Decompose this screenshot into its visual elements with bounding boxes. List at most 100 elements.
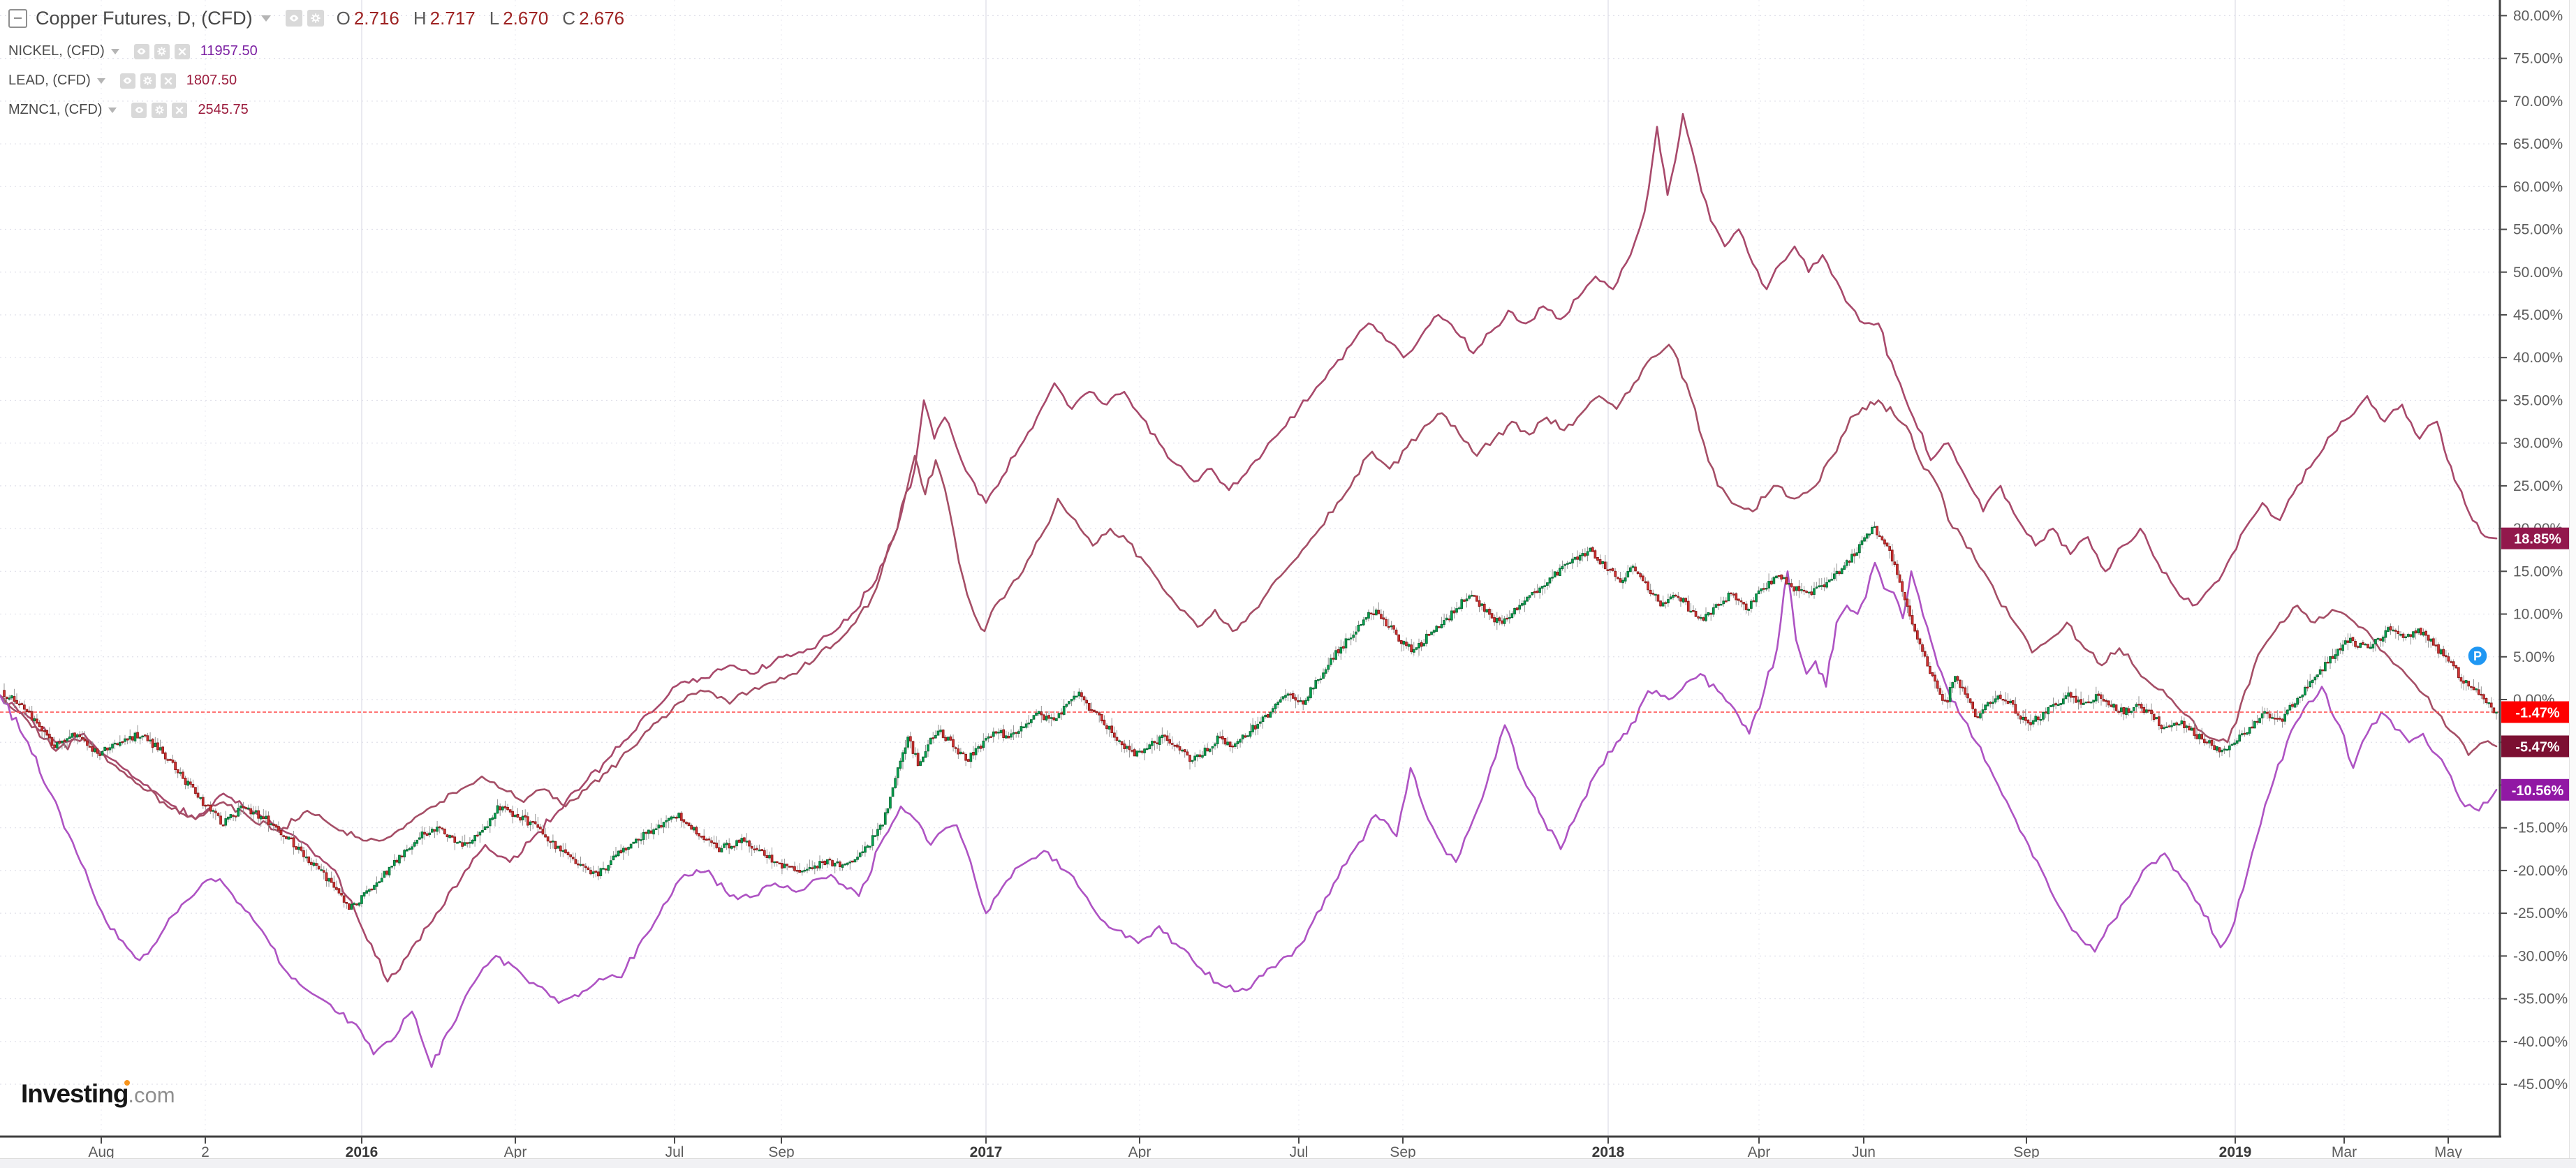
compare-symbol-label[interactable]: MZNC1, (CFD) bbox=[8, 102, 103, 117]
price-tick-label: 30.00% bbox=[2513, 436, 2563, 452]
eye-icon[interactable] bbox=[131, 102, 147, 118]
close-icon[interactable] bbox=[172, 102, 188, 118]
compare-symbol-label[interactable]: LEAD, (CFD) bbox=[8, 73, 91, 88]
time-tick-label: Jul bbox=[665, 1144, 684, 1160]
compare-symbol-row: NICKEL, (CFD) 11957.50 bbox=[8, 43, 638, 60]
compare-symbol-buttons bbox=[115, 73, 176, 89]
price-tick-label: 15.00% bbox=[2513, 563, 2563, 579]
gear-icon[interactable] bbox=[307, 10, 324, 27]
low-value: 2.670 bbox=[503, 7, 549, 29]
compare-symbol-value: 11957.50 bbox=[200, 43, 258, 59]
main-symbol-row: Copper Futures, D, (CFD) O 2.716 H 2.717 L… bbox=[8, 6, 638, 31]
price-badge-label: 18.85% bbox=[2514, 532, 2561, 547]
gear-icon[interactable] bbox=[152, 102, 168, 118]
price-tick-label: -15.00% bbox=[2513, 820, 2568, 836]
time-tick-label: 2017 bbox=[970, 1144, 1003, 1160]
chevron-down-icon[interactable] bbox=[108, 107, 117, 113]
price-tick-label: -20.00% bbox=[2513, 863, 2568, 879]
price-tick-label: 60.00% bbox=[2513, 179, 2563, 195]
up-candles bbox=[8, 526, 2498, 910]
logo-orange-dot-icon bbox=[124, 1080, 130, 1086]
gear-icon[interactable] bbox=[154, 43, 170, 59]
price-tick-label: 10.00% bbox=[2513, 607, 2563, 623]
price-badge bbox=[2501, 778, 2574, 801]
time-tick-label: Sep bbox=[768, 1144, 794, 1160]
price-tick-label: 25.00% bbox=[2513, 478, 2563, 494]
time-tick-label: Sep bbox=[2013, 1144, 2039, 1160]
time-tick-label: Apr bbox=[1128, 1144, 1151, 1160]
eye-icon[interactable] bbox=[133, 43, 149, 59]
gridlines bbox=[0, 0, 2500, 1137]
price-badge bbox=[2501, 735, 2574, 757]
price-tick-label: -25.00% bbox=[2513, 905, 2568, 922]
time-tick-label: Apr bbox=[1748, 1144, 1771, 1160]
compare-symbol-row: MZNC1, (CFD) 2545.75 bbox=[8, 101, 638, 119]
collapse-icon[interactable] bbox=[8, 8, 27, 28]
chart-legend: Copper Futures, D, (CFD) O 2.716 H 2.717 L… bbox=[8, 6, 638, 119]
eye-icon[interactable] bbox=[285, 10, 302, 27]
price-badge bbox=[2501, 527, 2574, 549]
line-series bbox=[0, 112, 2498, 1068]
chevron-down-icon[interactable] bbox=[260, 15, 271, 22]
investing-logo: Investing.com bbox=[21, 1079, 175, 1109]
compare-symbol-buttons bbox=[126, 102, 188, 118]
vertical-scrollbar[interactable] bbox=[2569, 0, 2576, 1167]
series-line-lead[interactable] bbox=[0, 343, 2498, 842]
close-icon[interactable] bbox=[174, 43, 190, 59]
chevron-down-icon[interactable] bbox=[110, 48, 119, 54]
compare-symbol-row: LEAD, (CFD) 1807.50 bbox=[8, 72, 638, 89]
price-badge-label: -10.56% bbox=[2512, 783, 2564, 799]
main-symbol-buttons bbox=[281, 10, 324, 27]
price-tick-label: -35.00% bbox=[2513, 991, 2568, 1007]
compare-symbol-label[interactable]: NICKEL, (CFD) bbox=[8, 43, 105, 59]
price-tick-label: -30.00% bbox=[2513, 948, 2568, 964]
time-tick-label: Jun bbox=[1852, 1144, 1876, 1160]
time-tick-label: Apr bbox=[504, 1144, 527, 1160]
open-value: 2.716 bbox=[353, 7, 399, 29]
compare-symbol-value: 1807.50 bbox=[186, 73, 237, 88]
compare-symbol-buttons bbox=[129, 43, 190, 59]
investing-logo-suffix: .com bbox=[128, 1083, 175, 1107]
close-icon[interactable] bbox=[160, 73, 176, 89]
time-tick-label: Aug bbox=[88, 1144, 114, 1160]
series-line-nickel[interactable] bbox=[0, 561, 2498, 1068]
time-tick-label: Mar bbox=[2332, 1144, 2357, 1160]
down-candles bbox=[3, 526, 2496, 910]
time-tick-label: May bbox=[2434, 1144, 2462, 1160]
p-marker-label: P bbox=[2473, 649, 2482, 663]
horizontal-scrollbar[interactable] bbox=[0, 1158, 2576, 1168]
candle-wicks bbox=[3, 522, 2497, 910]
gear-icon[interactable] bbox=[140, 73, 156, 89]
series-line-mznc1[interactable] bbox=[0, 112, 2498, 983]
time-tick-label: 2016 bbox=[346, 1144, 378, 1160]
price-tick-label: 80.00% bbox=[2513, 8, 2563, 24]
price-tick-label: 45.00% bbox=[2513, 307, 2563, 323]
eye-icon[interactable] bbox=[119, 73, 135, 89]
investing-logo-brand: Investing bbox=[21, 1079, 128, 1108]
time-tick-label: 2018 bbox=[1592, 1144, 1625, 1160]
price-tick-label: 5.00% bbox=[2513, 649, 2555, 665]
ohlc-values: O 2.716 H 2.717 L 2.670 C 2.676 bbox=[337, 8, 639, 29]
time-tick-label: Sep bbox=[1390, 1144, 1415, 1160]
price-tick-label: 40.00% bbox=[2513, 350, 2563, 366]
chevron-down-icon[interactable] bbox=[96, 77, 105, 84]
price-badge bbox=[2501, 701, 2574, 723]
time-tick-label: 2 bbox=[201, 1144, 209, 1160]
p-marker[interactable]: P bbox=[2466, 644, 2489, 667]
compare-symbol-rows: NICKEL, (CFD) 11957.50 LEAD, (CFD) 1807.50 M… bbox=[8, 43, 638, 119]
price-tick-label: 75.00% bbox=[2513, 51, 2563, 67]
price-tick-label: 65.00% bbox=[2513, 136, 2563, 152]
price-badge-label: -5.47% bbox=[2515, 739, 2560, 755]
high-label: H bbox=[413, 7, 427, 29]
open-label: O bbox=[336, 7, 351, 29]
time-tick-label: 2019 bbox=[2219, 1144, 2252, 1160]
price-tick-label: 35.00% bbox=[2513, 392, 2563, 408]
compare-symbol-value: 2545.75 bbox=[198, 102, 249, 117]
symbol-title[interactable]: Copper Futures, D, (CFD) bbox=[36, 7, 253, 29]
price-tick-label: 55.00% bbox=[2513, 222, 2563, 238]
price-tick-label: -45.00% bbox=[2513, 1077, 2568, 1093]
close-value: 2.676 bbox=[579, 7, 625, 29]
